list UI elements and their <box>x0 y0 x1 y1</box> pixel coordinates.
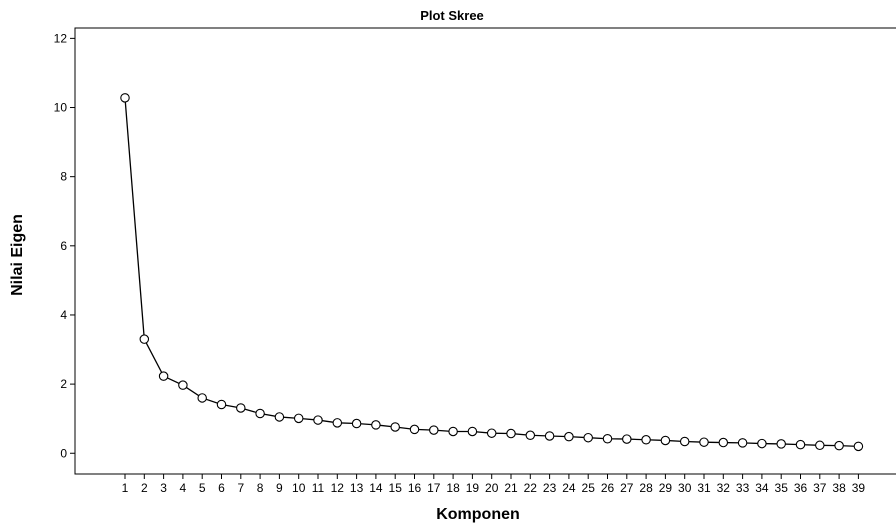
data-point-marker <box>815 440 825 451</box>
x-tick-label: 6 <box>218 481 225 495</box>
data-point-marker <box>660 435 671 446</box>
data-point-marker <box>486 428 497 438</box>
data-point-marker <box>274 412 285 422</box>
x-tick-label: 36 <box>794 481 808 495</box>
x-tick-label: 31 <box>697 481 711 495</box>
data-point-marker <box>390 422 400 432</box>
data-point-marker <box>679 436 690 447</box>
data-point-marker <box>525 430 536 441</box>
y-axis-title: Nilai Eigen <box>9 214 26 296</box>
x-tick-label: 34 <box>755 481 769 495</box>
x-tick-label: 15 <box>389 481 403 495</box>
x-tick-label: 25 <box>582 481 596 495</box>
data-point-marker <box>332 418 343 428</box>
x-axis-title: Komponen <box>436 506 520 523</box>
data-point-marker <box>429 425 439 435</box>
data-point-marker <box>216 399 227 410</box>
data-point-marker <box>834 440 844 451</box>
x-axis: 1 2 3 4 5 6 7 8 9 10 11 12 13 14 15 16 17 18 19 20 21 22 23 24 2… <box>122 474 866 495</box>
data-point-marker <box>351 418 362 429</box>
y-axis: 0 2 4 6 8 10 12 <box>54 31 75 460</box>
x-tick-label: 13 <box>350 481 364 495</box>
data-point-marker <box>737 438 748 448</box>
data-point-marker <box>255 408 265 419</box>
x-tick-label: 8 <box>257 481 264 495</box>
data-point-marker <box>236 403 246 413</box>
data-point-marker <box>448 426 458 437</box>
y-tick-label: 6 <box>60 239 67 253</box>
x-tick-label: 14 <box>369 481 383 495</box>
y-tick-label: 8 <box>60 170 67 184</box>
x-tick-label: 35 <box>775 481 789 495</box>
x-tick-label: 9 <box>276 481 283 495</box>
x-tick-label: 12 <box>331 481 345 495</box>
data-point-marker <box>544 431 555 441</box>
x-tick-label: 21 <box>504 481 518 495</box>
x-tick-label: 19 <box>466 481 480 495</box>
x-tick-label: 22 <box>524 481 538 495</box>
x-tick-label: 30 <box>678 481 692 495</box>
data-point-marker <box>622 434 632 444</box>
x-tick-label: 4 <box>180 481 187 495</box>
data-point-marker <box>409 424 420 435</box>
data-point-marker <box>853 441 864 452</box>
x-tick-label: 27 <box>620 481 634 495</box>
x-tick-label: 33 <box>736 481 750 495</box>
data-point-marker <box>718 437 729 448</box>
x-tick-label: 23 <box>543 481 557 495</box>
x-tick-label: 20 <box>485 481 499 495</box>
x-tick-label: 10 <box>292 481 306 495</box>
data-point-marker <box>757 438 767 449</box>
data-point-marker <box>120 93 130 103</box>
data-point-marker <box>699 437 709 447</box>
x-tick-label: 1 <box>122 481 129 495</box>
x-tick-label: 2 <box>141 481 148 495</box>
data-point-marker <box>641 435 651 445</box>
x-tick-label: 32 <box>717 481 731 495</box>
chart-title: Plot Skree <box>420 8 484 23</box>
y-tick-label: 0 <box>60 446 67 460</box>
data-point-marker <box>158 371 169 381</box>
x-tick-label: 7 <box>237 481 244 495</box>
x-tick-label: 37 <box>813 481 827 495</box>
x-tick-label: 24 <box>562 481 576 495</box>
x-tick-label: 18 <box>446 481 460 495</box>
data-point-marker <box>197 393 207 403</box>
data-point-marker <box>178 380 188 390</box>
x-tick-label: 17 <box>427 481 441 495</box>
y-tick-label: 12 <box>54 31 68 45</box>
data-point-marker <box>776 439 786 449</box>
data-point-marker <box>564 431 574 442</box>
data-point-marker <box>795 439 806 450</box>
eigenvalue-markers <box>120 93 864 452</box>
y-tick-label: 2 <box>60 377 67 391</box>
y-tick-label: 10 <box>54 101 68 115</box>
data-point-marker <box>506 428 516 439</box>
x-tick-label: 26 <box>601 481 615 495</box>
data-point-marker <box>583 432 593 443</box>
data-point-marker <box>602 433 613 444</box>
data-point-marker <box>371 420 381 430</box>
x-tick-label: 5 <box>199 481 206 495</box>
x-tick-label: 29 <box>659 481 673 495</box>
y-tick-label: 4 <box>60 308 67 322</box>
x-tick-label: 39 <box>852 481 866 495</box>
x-tick-label: 38 <box>832 481 846 495</box>
data-point-marker <box>139 334 150 344</box>
plot-area <box>74 27 896 475</box>
x-tick-label: 28 <box>639 481 653 495</box>
x-tick-label: 11 <box>312 481 325 495</box>
x-tick-label: 16 <box>408 481 422 495</box>
data-point-marker <box>293 413 304 424</box>
data-point-marker <box>467 426 478 437</box>
data-point-marker <box>313 415 323 425</box>
x-tick-label: 3 <box>160 481 167 495</box>
